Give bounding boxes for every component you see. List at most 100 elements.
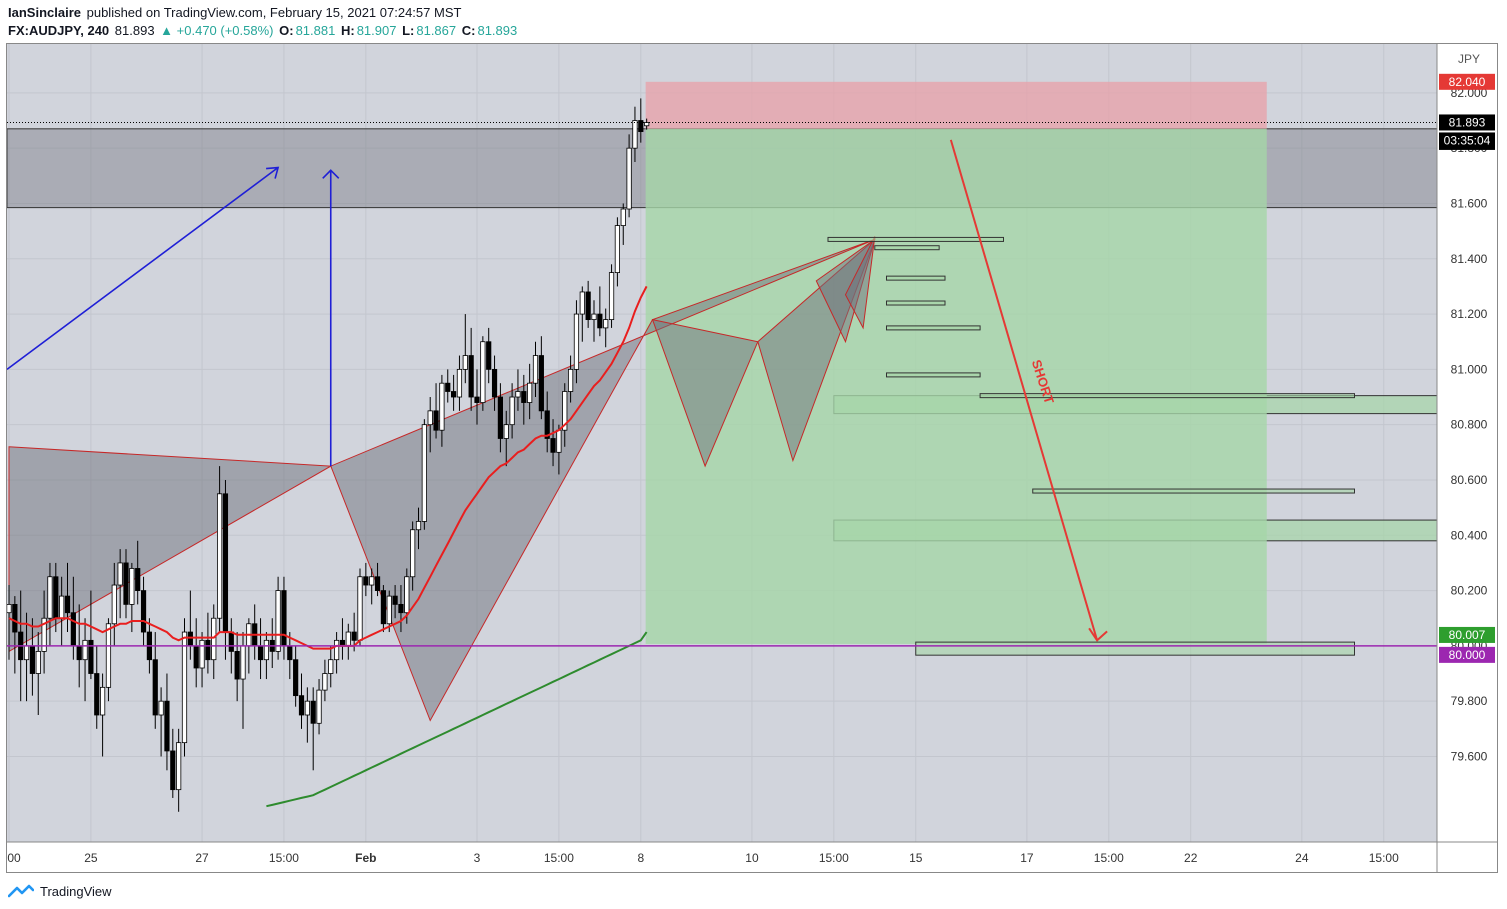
candle-body (135, 568, 141, 591)
candle-body (70, 612, 76, 647)
candle-body (181, 631, 188, 744)
candle-body (53, 576, 59, 619)
price-tick-label: 82.200 (1451, 44, 1488, 45)
ohlc-line: FX:AUDJPY, 240 81.893 ▲ +0.470 (+0.58%) … (8, 22, 519, 40)
candle-body (29, 645, 36, 674)
last-price: 81.893 (114, 23, 155, 38)
time-tick-label: 15:00 (1094, 851, 1124, 865)
short-arrowhead (1088, 627, 1108, 642)
symbol-label[interactable]: FX:AUDJPY, 240 (8, 23, 110, 38)
candle-body (521, 391, 527, 403)
low-label: L: (402, 23, 415, 38)
candle-body (386, 595, 392, 625)
candle-body (111, 584, 117, 625)
level-marker (1032, 488, 1355, 494)
candle-body (439, 382, 445, 431)
candle-body (228, 631, 234, 652)
candle-body (170, 750, 176, 791)
time-tick-label: 17 (1020, 851, 1034, 865)
overlays-layer: SHORT (6, 121, 1437, 808)
price-axis-label-box (1439, 73, 1495, 90)
candle-body (345, 631, 351, 647)
candlestick-chart[interactable]: SHORT 82.20082.00081.80081.60081.40081.2… (0, 31, 1497, 872)
candle-body (293, 659, 299, 697)
candle-body (410, 529, 416, 578)
open-label: O: (279, 23, 294, 38)
candle-body (94, 673, 100, 716)
candle-body (398, 604, 404, 614)
price-axis-label-box (1439, 114, 1495, 131)
candle-body (222, 493, 229, 633)
candle-body (64, 595, 71, 614)
time-tick-label: 24 (1295, 851, 1309, 865)
candle-body (164, 700, 170, 752)
short-arrow (949, 139, 1099, 641)
candle-body (328, 659, 334, 674)
candle-body (152, 659, 158, 716)
time-axis[interactable]: 5:00 25 27 15:00 Feb 3 15:00 8 10 15:00 15 17 15:00 2… (0, 851, 1399, 865)
candle-body (503, 424, 509, 439)
price-tick-label: 80.400 (1451, 528, 1488, 542)
candle-body (532, 355, 539, 384)
harmonic-pattern-shape (844, 236, 876, 330)
ema-fast-line (8, 285, 648, 650)
time-tick-label: 15:00 (1369, 851, 1399, 865)
candle-body (129, 568, 135, 605)
candle-body (176, 742, 182, 791)
publisher-name[interactable]: IanSinclaire (8, 5, 81, 20)
time-tick-label: 8 (637, 851, 644, 865)
candle-body (47, 576, 53, 619)
candle-body (322, 673, 328, 691)
blue-diagonal-arrow (6, 166, 279, 371)
candle-body (480, 341, 486, 403)
harmonic-pattern-shape (8, 446, 333, 653)
candle-body (515, 391, 521, 398)
price-change: ▲ +0.470 (+0.58%) (160, 23, 274, 38)
time-tick-label: 15:00 (544, 851, 574, 865)
price-tick-label: 79.600 (1451, 749, 1488, 763)
candle-body (275, 590, 281, 652)
time-tick-label: 25 (84, 851, 98, 865)
candle-body (158, 700, 164, 716)
candle-body (380, 590, 387, 625)
time-tick-label: 15:00 (819, 851, 849, 865)
candle-body (456, 368, 463, 398)
candle-body (573, 313, 580, 370)
price-axis-background (1437, 44, 1497, 872)
ema-slow-line (266, 631, 648, 808)
stop-loss-zone (645, 81, 1267, 129)
target-level-marker (915, 641, 1355, 656)
candle-body (562, 391, 568, 431)
candle-body (374, 576, 381, 591)
candle-body (41, 617, 47, 652)
candle-body (216, 493, 223, 619)
time-tick-label: 27 (195, 851, 209, 865)
candle-body (509, 396, 515, 426)
candle-body (415, 521, 422, 531)
price-tick-label: 80.600 (1451, 473, 1488, 487)
candle-body (468, 355, 474, 398)
price-axis-label-box (1439, 626, 1495, 643)
candle-body (369, 576, 375, 586)
candle-body (263, 639, 270, 661)
price-tick-label: 81.400 (1451, 252, 1488, 266)
candle-body (287, 645, 293, 661)
candle-body (585, 291, 591, 321)
candle-body (281, 590, 287, 647)
candle-body (597, 313, 603, 329)
candle-body (462, 355, 468, 370)
candle-body (105, 623, 112, 688)
harmonic-pattern-shape (651, 318, 759, 468)
candle-body (211, 617, 217, 661)
candle-body (497, 396, 504, 439)
price-tick-label: 81.000 (1451, 362, 1488, 376)
candle-body (491, 368, 498, 398)
tradingview-logo-icon[interactable] (8, 884, 34, 898)
price-axis-label-box (1439, 646, 1495, 663)
candles-layer (6, 98, 650, 812)
tradingview-brand[interactable]: TradingView (40, 883, 112, 899)
candle-body (614, 225, 621, 274)
chart-container[interactable]: SHORT 82.20082.00081.80081.60081.40081.2… (0, 31, 1498, 873)
candle-body (76, 645, 82, 661)
price-tick-label: 80.800 (1451, 418, 1488, 432)
